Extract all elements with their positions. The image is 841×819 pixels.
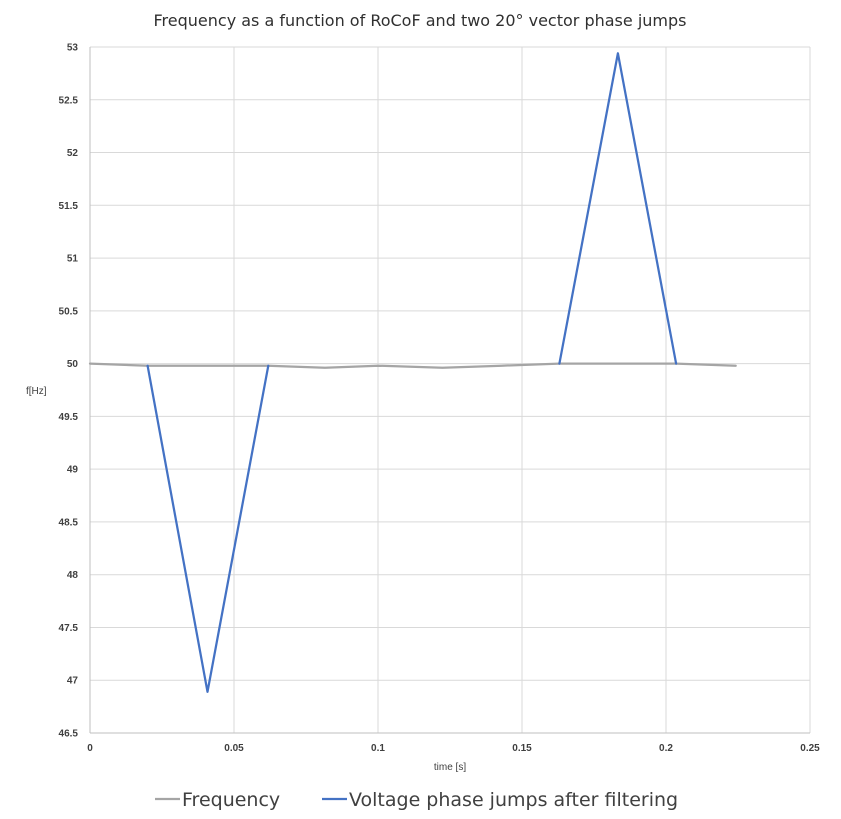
axes: [89, 47, 810, 734]
y-tick-label: 47.5: [59, 623, 79, 634]
gridlines: [90, 46, 811, 733]
y-tick-label: 50.5: [59, 306, 79, 317]
y-tick-label: 52.5: [59, 95, 79, 106]
series-line-2: [146, 364, 270, 693]
y-tick-label: 46.5: [59, 729, 79, 740]
x-tick-label: 0.25: [800, 743, 820, 754]
y-tick-label: 51.5: [59, 201, 79, 212]
x-axis-title: time [s]: [434, 762, 466, 773]
chart-title: Frequency as a function of RoCoF and two…: [154, 11, 687, 30]
legend-label-2: Voltage phase jumps after filtering: [349, 789, 678, 811]
y-tick-label: 52: [67, 148, 79, 159]
y-tick-label: 50: [67, 359, 79, 370]
y-tick-label: 49.5: [59, 412, 79, 423]
y-tick-label: 53: [67, 43, 79, 54]
y-tick-label: 51: [67, 254, 79, 265]
series-line-1: [88, 362, 737, 369]
series-line-2: [558, 52, 678, 365]
y-axis-title: f[Hz]: [26, 386, 47, 397]
x-tick-label: 0.1: [371, 743, 385, 754]
legend-label-1: Frequency: [182, 789, 280, 811]
x-tick-label: 0: [87, 743, 93, 754]
y-tick-label: 47: [67, 676, 79, 687]
x-tick-label: 0.2: [659, 743, 673, 754]
x-tick-label: 0.05: [224, 743, 244, 754]
y-tick-label: 48.5: [59, 517, 79, 528]
y-tick-label: 48: [67, 570, 79, 581]
legend: Frequency Voltage phase jumps after filte…: [155, 789, 678, 811]
x-tick-label: 0.15: [512, 743, 532, 754]
series-lines: [88, 52, 737, 693]
tick-labels: 46.5 47 47.5 48 48.5 49 49.5 50 50.5 51 51.5 52 52.5…: [59, 43, 821, 755]
y-tick-label: 49: [67, 465, 79, 476]
